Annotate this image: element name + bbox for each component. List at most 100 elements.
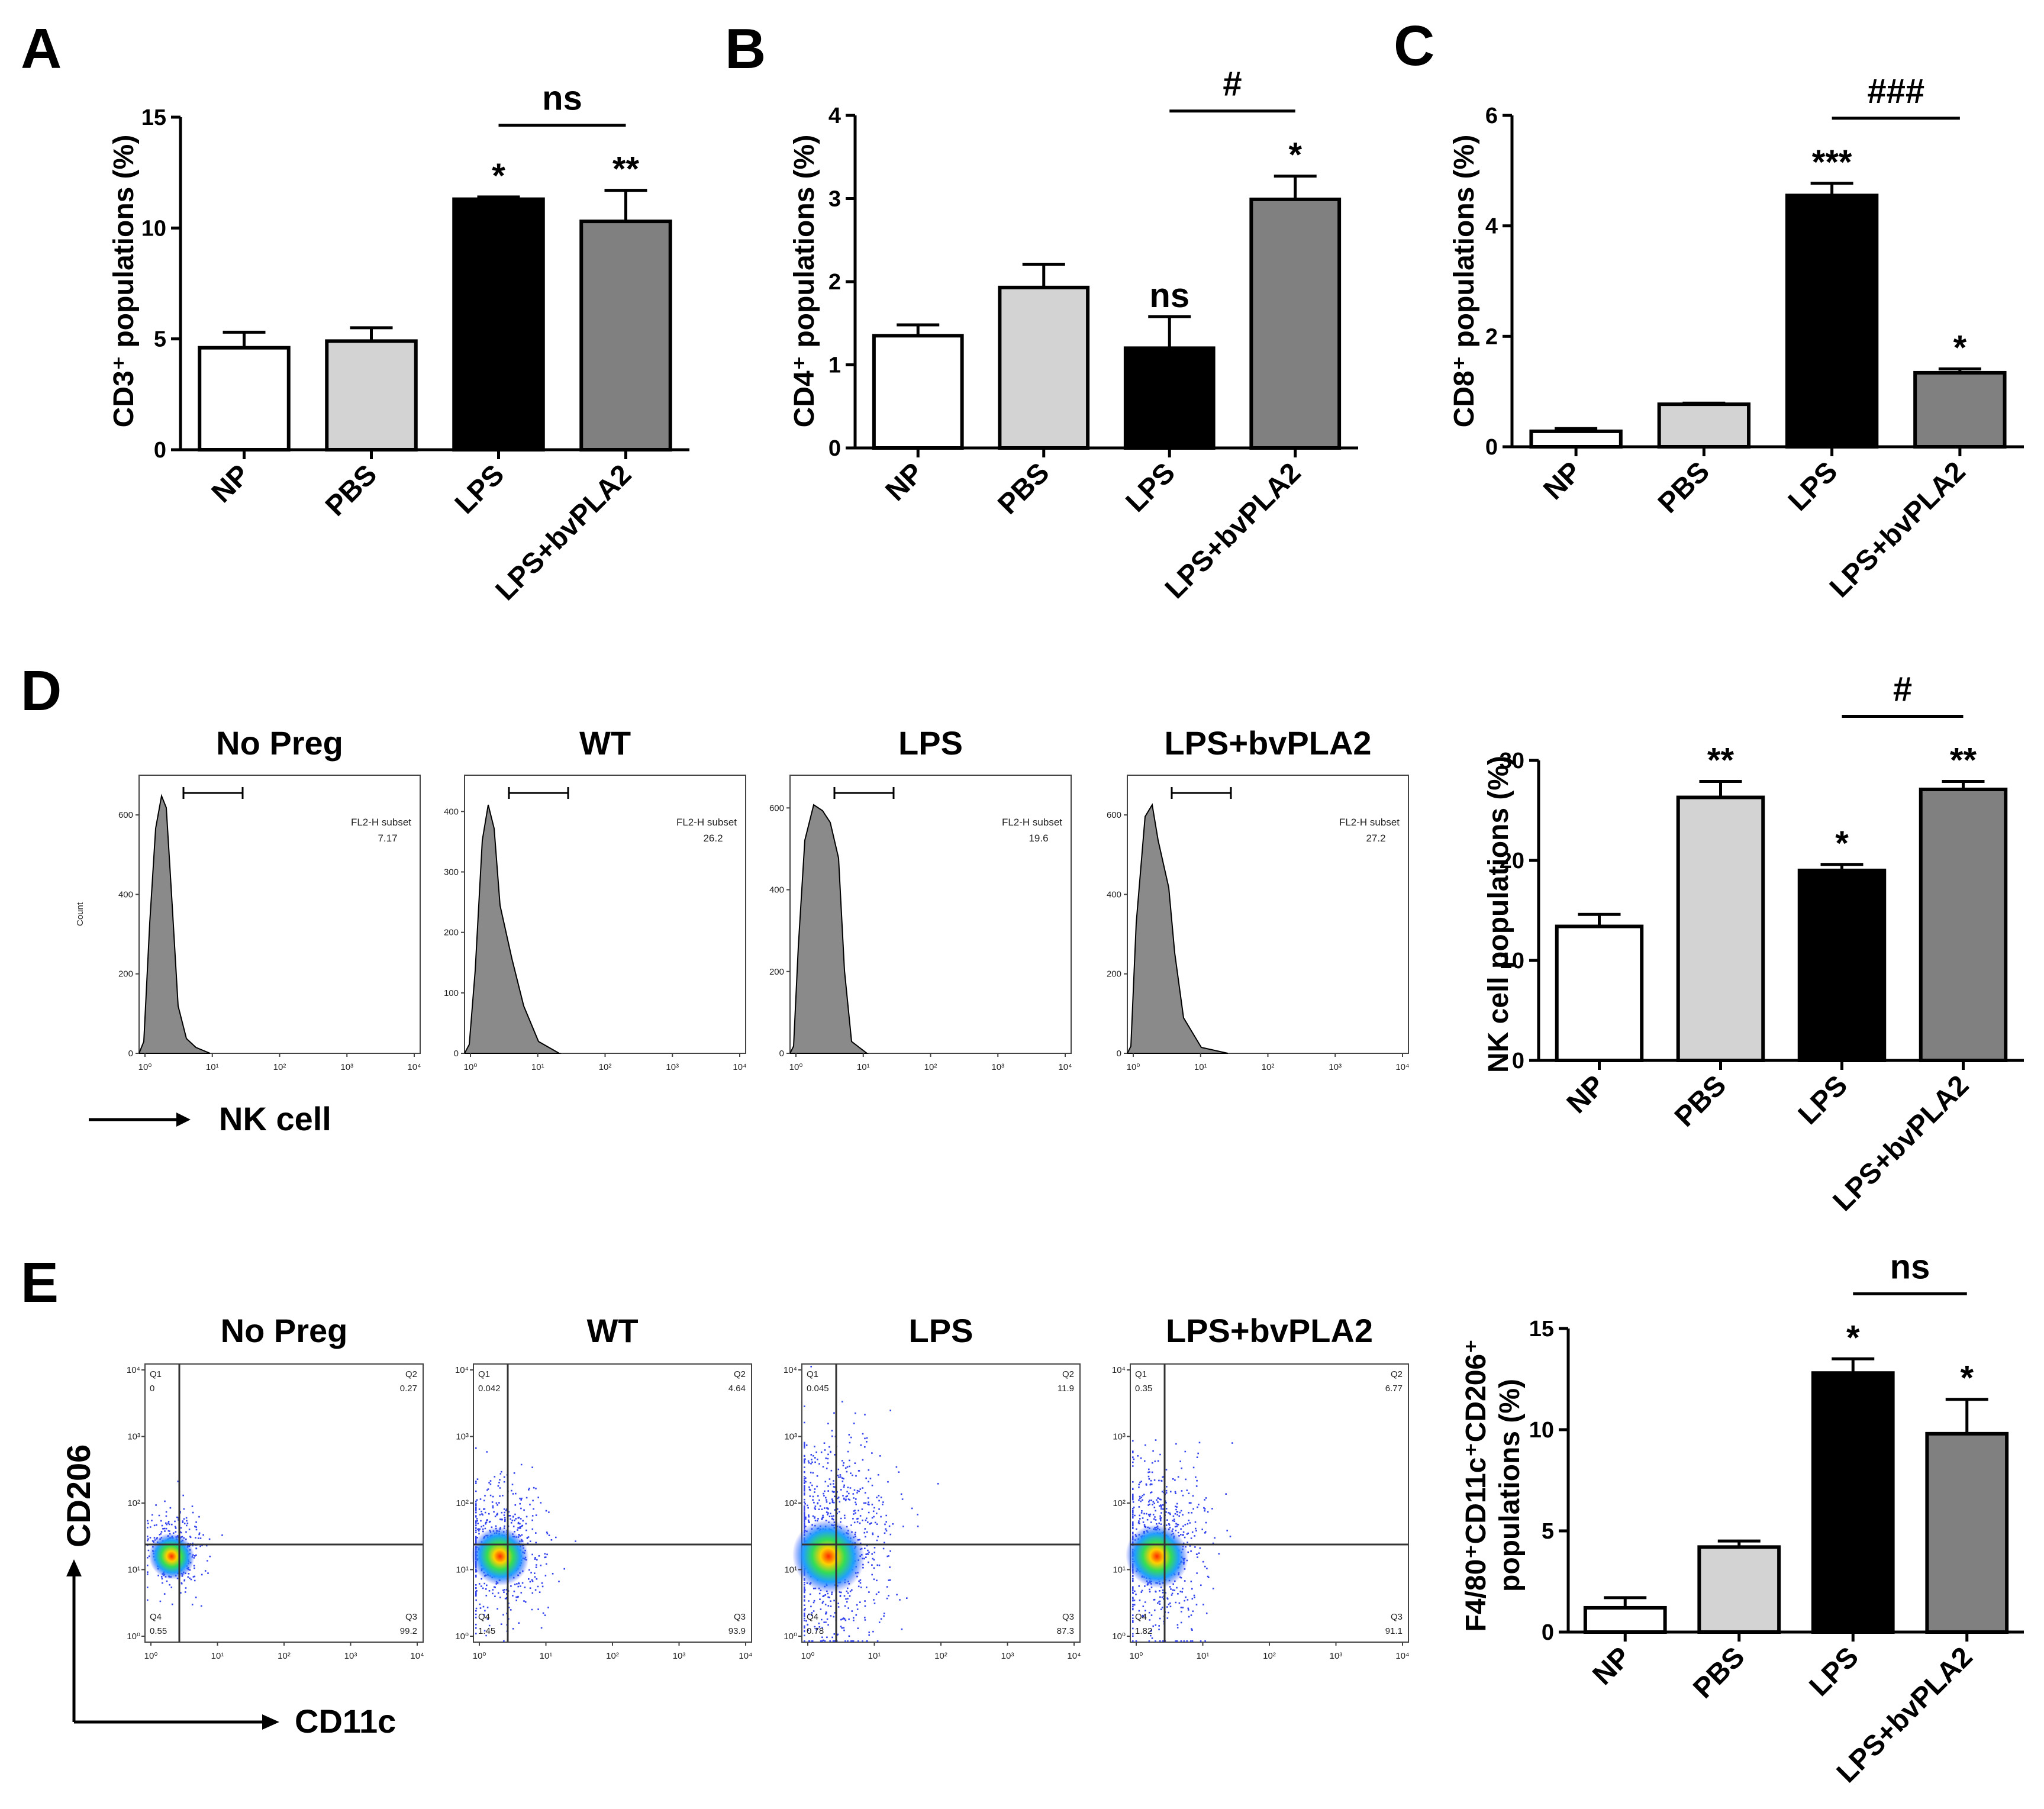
dot-y-tick-label: 10⁰ xyxy=(455,1631,469,1642)
cd206-cd11c-dotplot-panels: No Preg Q1 0 Q2 0.27 Q3 99.2 Q4 0.55 10⁰ 10¹ 10² 10³… xyxy=(127,1312,1410,1661)
cd206-caption: CD206 xyxy=(60,1444,97,1547)
hist-x-tick-label: 10² xyxy=(1262,1062,1275,1072)
dotplot-title: WT xyxy=(586,1312,638,1349)
x-category-label: NP xyxy=(206,459,256,509)
hist-x-tick-label: 10² xyxy=(924,1062,937,1072)
y-tick-label: 0 xyxy=(1542,1620,1554,1645)
hist-y-tick-label: 200 xyxy=(769,967,784,977)
bar-c-lps xyxy=(1785,194,1879,449)
quadrant-q2-value: 0.27 xyxy=(400,1384,417,1394)
quadrant-q2-value: 6.77 xyxy=(1385,1384,1403,1394)
quadrant-q4-value: 0.55 xyxy=(150,1626,167,1636)
y-tick-label: 10 xyxy=(1529,1418,1554,1443)
quadrant-q1-value: 0.35 xyxy=(1135,1384,1152,1394)
panel-label-b: B xyxy=(725,17,766,80)
y-tick-label: 0 xyxy=(154,438,166,463)
dotplot-density-core xyxy=(471,1527,529,1586)
dot-x-tick-label: 10⁰ xyxy=(473,1651,486,1661)
hist-y-tick-label: 0 xyxy=(454,1049,459,1059)
hist-y-tick-label: 0 xyxy=(1117,1049,1121,1059)
y-tick-label: 0 xyxy=(1512,1049,1524,1073)
gate-label: FL2-H subset xyxy=(676,817,737,828)
dotplot-density-core xyxy=(1126,1524,1188,1588)
dot-y-tick-label: 10³ xyxy=(456,1432,469,1442)
dotplot-title: LPS xyxy=(909,1312,973,1349)
hist-x-tick-label: 10³ xyxy=(1329,1062,1342,1072)
dot-x-tick-label: 10⁴ xyxy=(1395,1651,1409,1661)
dot-x-tick-label: 10² xyxy=(278,1651,291,1661)
bar-d-np xyxy=(1555,924,1644,1063)
significance-label: * xyxy=(1960,1359,1974,1398)
quadrant-q4-label: Q4 xyxy=(478,1612,490,1622)
hist-x-tick-label: 10¹ xyxy=(206,1062,219,1072)
y-tick-label: 3 xyxy=(828,187,841,212)
bar-a-lps xyxy=(452,197,545,452)
dot-x-tick-label: 10¹ xyxy=(1197,1651,1210,1661)
bar-e-lps-bvpla2 xyxy=(1925,1431,2009,1634)
y-axis-title: CD8⁺ populations (%) xyxy=(1449,135,1480,428)
quadrant-q1-value: 0.042 xyxy=(478,1384,501,1394)
y-tick-label: 5 xyxy=(1542,1519,1554,1544)
x-category-label: LPS+bvPLA2 xyxy=(1824,456,1972,604)
hist-y-tick-label: 400 xyxy=(769,885,784,895)
hist-y-tick-label: 100 xyxy=(444,988,459,998)
x-category-label: PBS xyxy=(1687,1641,1750,1704)
hist-y-tick-label: 200 xyxy=(118,969,133,979)
bracket-label: ns xyxy=(1890,1247,1930,1286)
dot-x-tick-label: 10⁴ xyxy=(1067,1651,1081,1661)
histogram-curve xyxy=(1126,803,1229,1054)
x-category-label: NP xyxy=(1561,1069,1611,1120)
dot-x-tick-label: 10⁰ xyxy=(144,1651,158,1661)
panel-label-a: A xyxy=(21,17,62,80)
hist-x-tick-label: 10⁰ xyxy=(789,1062,803,1072)
y-axis-title: CD4⁺ populations (%) xyxy=(789,135,820,428)
quadrant-q4-value: 1.82 xyxy=(1135,1626,1152,1636)
quadrant-q2-value: 11.9 xyxy=(1058,1384,1074,1394)
significance-label: * xyxy=(1835,824,1849,863)
dotplot-frame xyxy=(144,1363,424,1643)
quadrant-q3-value: 99.2 xyxy=(400,1626,417,1636)
hist-x-tick-label: 10¹ xyxy=(857,1062,870,1072)
quadrant-q4-label: Q4 xyxy=(150,1612,162,1622)
hist-x-tick-label: 10³ xyxy=(666,1062,679,1072)
gate-value: 26.2 xyxy=(703,833,723,844)
dot-y-tick-label: 10³ xyxy=(1113,1432,1126,1442)
dotplot-frame xyxy=(1130,1363,1409,1643)
panel-label-e: E xyxy=(21,1251,59,1314)
bar-e-lps xyxy=(1811,1371,1895,1634)
y-tick-label: 4 xyxy=(828,104,841,128)
x-category-label: PBS xyxy=(1652,456,1716,519)
y-tick-label: 0 xyxy=(1485,435,1498,460)
dot-x-tick-label: 10³ xyxy=(344,1651,357,1661)
dot-x-tick-label: 10² xyxy=(934,1651,947,1661)
quadrant-q3-value: 91.1 xyxy=(1385,1626,1403,1636)
dot-y-tick-label: 10⁰ xyxy=(1112,1631,1126,1642)
y-tick-label: 1 xyxy=(828,353,841,378)
quadrant-q3-value: 93.9 xyxy=(728,1626,746,1636)
significance-label: *** xyxy=(1812,143,1852,182)
quadrant-q4-label: Q4 xyxy=(1135,1612,1147,1622)
quadrant-q1-label: Q1 xyxy=(807,1369,818,1379)
significance-label: ns xyxy=(1149,276,1189,315)
histogram-title: WT xyxy=(579,724,631,762)
dot-y-tick-label: 10⁴ xyxy=(1112,1365,1126,1375)
hist-y-tick-label: 400 xyxy=(118,889,133,899)
hist-x-tick-label: 10⁰ xyxy=(464,1062,478,1072)
dotplot-frame xyxy=(473,1363,752,1643)
quadrant-q3-label: Q3 xyxy=(1391,1612,1403,1622)
bar-b-np xyxy=(872,334,964,450)
histogram-curve xyxy=(138,794,211,1054)
hist-x-tick-label: 10⁰ xyxy=(138,1062,152,1072)
significance-label: * xyxy=(492,157,505,195)
x-category-label: LPS xyxy=(1804,1641,1865,1702)
gate-value: 7.17 xyxy=(378,833,397,844)
bar-c-lps-bvpla2 xyxy=(1913,370,2007,449)
y-tick-label: 2 xyxy=(828,270,841,295)
y-axis-title: F4/80⁺CD11c⁺CD206⁺ xyxy=(1461,1339,1492,1632)
dot-x-tick-label: 10¹ xyxy=(211,1651,224,1661)
hist-x-tick-label: 10⁴ xyxy=(1395,1062,1409,1072)
significance-label: ** xyxy=(1707,741,1735,779)
dotplot-events xyxy=(147,1481,223,1607)
dot-y-tick-label: 10⁰ xyxy=(127,1631,140,1642)
gate-label: FL2-H subset xyxy=(351,817,411,828)
